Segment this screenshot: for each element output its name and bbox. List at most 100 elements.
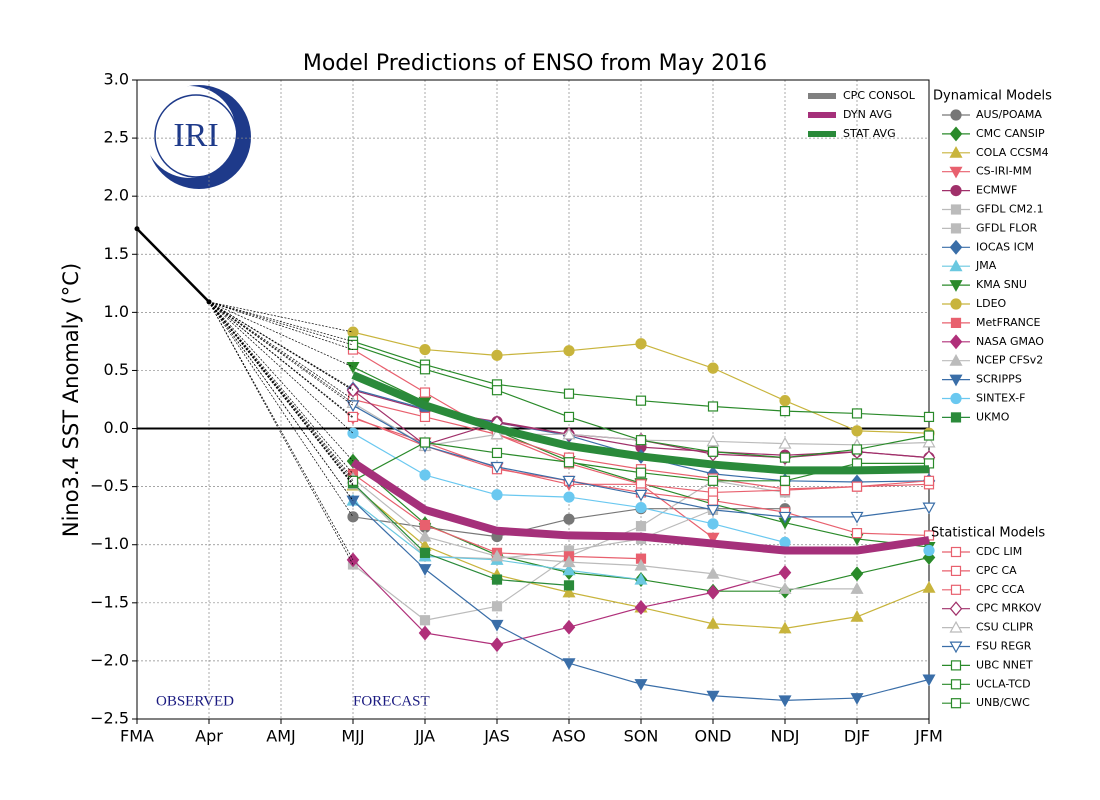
- marker: [850, 582, 864, 594]
- marker: [346, 361, 360, 374]
- legend-label: LDEO: [976, 297, 1007, 310]
- y-tick-label: −2.5: [90, 709, 129, 728]
- legend-label: SCRIPPS: [976, 373, 1022, 386]
- marker: [563, 457, 575, 468]
- forecast-link: [208, 301, 354, 342]
- marker: [851, 444, 863, 455]
- legend-label: SINTEX-F: [976, 392, 1025, 405]
- marker: [707, 518, 719, 530]
- marker: [634, 600, 648, 615]
- observed-point: [134, 226, 140, 232]
- legend-label: KMA SNU: [976, 278, 1027, 291]
- marker: [778, 565, 792, 581]
- marker: [778, 621, 792, 634]
- marker: [778, 436, 792, 449]
- marker: [923, 430, 935, 441]
- marker: [922, 502, 936, 515]
- forecast-link: [208, 301, 354, 418]
- x-tick-label: JJA: [414, 727, 435, 746]
- forecast-link: [208, 301, 354, 565]
- marker: [850, 566, 864, 582]
- legend-label: UKMO: [976, 410, 1010, 423]
- marker: [419, 387, 431, 398]
- legend-label: UCLA-TCD: [976, 677, 1031, 690]
- marker: [418, 564, 432, 576]
- legend-label: CPC MRKOV: [976, 602, 1042, 615]
- marker: [419, 411, 431, 423]
- marker: [923, 544, 935, 557]
- legend-label: AUS/POAMA: [976, 108, 1042, 121]
- logo: IRI: [144, 85, 251, 189]
- x-tick-label: JAS: [483, 727, 510, 746]
- marker: [562, 427, 576, 440]
- marker: [419, 364, 431, 375]
- marker: [347, 427, 359, 439]
- marker: [778, 695, 792, 708]
- y-tick-label: −1.5: [90, 592, 129, 611]
- marker: [634, 679, 648, 691]
- marker: [706, 584, 720, 600]
- forecast-link: [208, 301, 354, 333]
- legend-label: MetFRANCE: [976, 316, 1041, 329]
- marker: [562, 563, 576, 576]
- y-tick-label: 0.0: [104, 418, 129, 437]
- marker: [707, 401, 719, 412]
- marker: [490, 427, 504, 440]
- legend-label: COLA CCSM4: [976, 146, 1049, 159]
- legend-label: GFDL CM2.1: [976, 203, 1044, 216]
- marker: [950, 204, 962, 215]
- marker: [635, 435, 647, 446]
- y-tick-label: −2.0: [90, 650, 129, 669]
- logo-text: IRI: [173, 117, 218, 154]
- marker: [419, 437, 431, 448]
- marker: [949, 641, 963, 654]
- marker: [419, 519, 431, 531]
- annotation: OBSERVED: [156, 693, 234, 709]
- marker: [490, 619, 504, 632]
- y-tick-label: −1.0: [90, 534, 129, 553]
- legend-label: CPC CONSOL: [843, 89, 916, 102]
- legend-label: IOCAS ICM: [976, 240, 1034, 253]
- legend-label: NASA GMAO: [976, 335, 1044, 348]
- marker: [707, 495, 719, 506]
- marker: [562, 658, 576, 670]
- y-tick-label: 1.5: [104, 244, 129, 263]
- marker: [346, 495, 360, 508]
- marker: [563, 580, 575, 591]
- legend-label: CPC CA: [976, 564, 1017, 577]
- marker: [491, 385, 503, 396]
- marker: [850, 511, 864, 524]
- legend-label: FSU REGR: [976, 640, 1032, 653]
- forecast-link: [208, 301, 354, 561]
- forecast-link: [208, 301, 354, 462]
- marker: [706, 690, 720, 703]
- marker: [923, 458, 935, 469]
- x-tick-label: ASO: [552, 727, 586, 746]
- marker: [950, 679, 962, 690]
- legend-label: ECMWF: [976, 184, 1017, 197]
- legend-label: STAT AVG: [843, 127, 896, 140]
- legend-label: DYN AVG: [843, 108, 892, 121]
- marker: [950, 565, 962, 577]
- marker: [779, 536, 791, 549]
- marker: [706, 532, 720, 545]
- marker: [949, 280, 963, 292]
- y-tick-label: 3.0: [104, 70, 129, 89]
- x-tick-label: AMJ: [266, 727, 295, 746]
- marker: [950, 109, 962, 121]
- marker: [949, 334, 963, 350]
- marker: [562, 585, 576, 598]
- marker: [851, 528, 863, 539]
- marker: [490, 461, 504, 474]
- x-tick-label: SON: [624, 727, 659, 746]
- logo-line: [154, 94, 238, 178]
- marker: [950, 412, 962, 423]
- marker: [949, 374, 963, 387]
- legend-label: CSU CLIPR: [976, 621, 1034, 634]
- forecast-link: [208, 301, 354, 419]
- plot-frame: [136, 79, 930, 720]
- x-tick-label: DJF: [844, 727, 870, 746]
- y-tick-label: 2.0: [104, 186, 129, 205]
- marker: [949, 353, 963, 366]
